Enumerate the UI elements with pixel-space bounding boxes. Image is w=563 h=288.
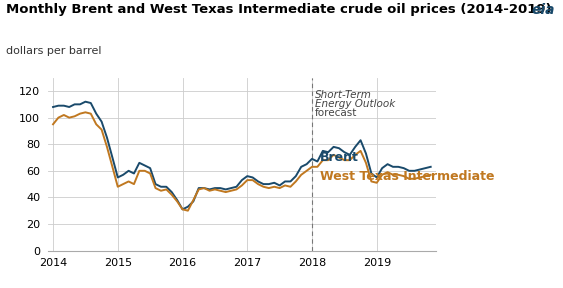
Text: West Texas Intermediate: West Texas Intermediate bbox=[320, 170, 494, 183]
Text: Monthly Brent and West Texas Intermediate crude oil prices (2014-2019): Monthly Brent and West Texas Intermediat… bbox=[6, 3, 551, 16]
Text: Short-Term: Short-Term bbox=[315, 90, 372, 100]
Text: Energy Outlook: Energy Outlook bbox=[315, 99, 395, 109]
Text: Brent: Brent bbox=[320, 151, 359, 164]
Text: dollars per barrel: dollars per barrel bbox=[6, 46, 101, 56]
Text: eia: eia bbox=[531, 3, 555, 17]
Text: forecast: forecast bbox=[315, 108, 358, 118]
